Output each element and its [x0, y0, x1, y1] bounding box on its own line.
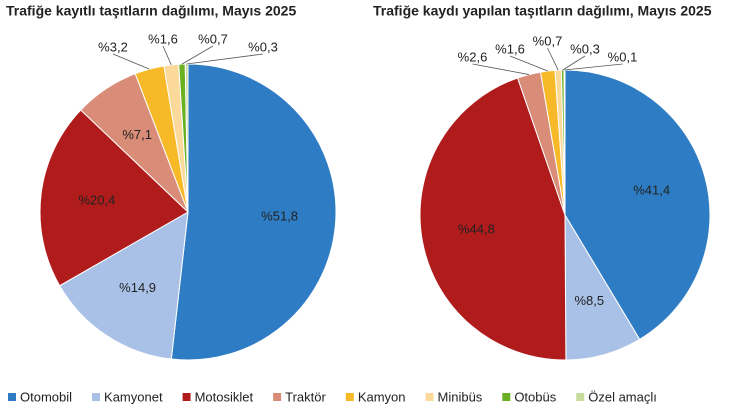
data-label: %7,1 [122, 127, 152, 142]
legend-swatch [92, 393, 101, 401]
legend-label: Otobüs [514, 389, 556, 404]
leader-line [547, 47, 559, 71]
data-label: %0,1 [608, 49, 638, 64]
chart-title: Trafiğe kaydı yapılan taşıtların dağılım… [373, 3, 712, 19]
leader-line [186, 53, 264, 65]
data-label: %0,3 [248, 39, 278, 54]
data-label: %41,4 [633, 182, 670, 197]
legend-swatch [425, 393, 434, 401]
legend-label: Özel amaçlı [588, 389, 657, 404]
legend-swatch [8, 393, 16, 401]
legend-swatch [182, 393, 191, 401]
legend-swatch [345, 393, 354, 401]
data-label: %44,8 [458, 222, 495, 237]
leader-line [112, 53, 150, 70]
data-label: %0,7 [198, 31, 228, 46]
pie-slice [564, 69, 711, 341]
data-label: %51,8 [261, 209, 298, 224]
data-label: %1,6 [148, 31, 178, 46]
leader-line [181, 45, 214, 65]
legend-label: Kamyonet [104, 389, 163, 404]
legend-label: Otomobil [20, 389, 72, 404]
data-label: %20,4 [78, 193, 115, 208]
chart-title: Trafiğe kayıtlı taşıtların dağılımı, May… [6, 3, 296, 19]
legend-label: Motosiklet [195, 389, 254, 404]
pie-slice [419, 77, 567, 361]
pie-slice [58, 211, 189, 360]
leader-line [472, 63, 530, 75]
leader-line [509, 55, 548, 72]
legend-label: Minibüs [438, 389, 483, 404]
pie-slice [39, 109, 189, 287]
data-label: %0,7 [533, 33, 563, 48]
legend-swatch [273, 393, 282, 401]
legend-label: Kamyon [358, 389, 406, 404]
leader-line [162, 45, 172, 66]
legend-label: Traktör [285, 389, 326, 404]
data-label: %1,6 [495, 41, 525, 56]
legend-swatch [502, 393, 511, 401]
data-label: %3,2 [98, 39, 128, 54]
data-label: %2,6 [458, 49, 488, 64]
data-label: %0,3 [570, 41, 600, 56]
data-label: %14,9 [119, 280, 156, 295]
leader-line [562, 55, 586, 71]
legend-swatch [576, 393, 585, 401]
pie-slice [170, 63, 337, 361]
data-label: %8,5 [574, 293, 604, 308]
leader-line [564, 63, 623, 71]
